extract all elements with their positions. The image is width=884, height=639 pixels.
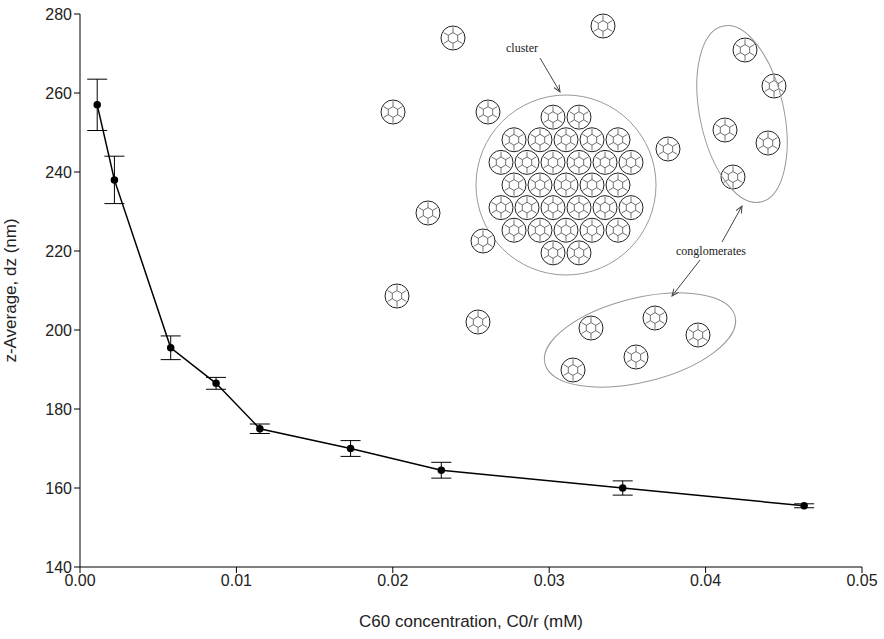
svg-text:0.04: 0.04 (690, 572, 721, 589)
svg-text:260: 260 (45, 85, 72, 102)
svg-text:280: 280 (45, 6, 72, 23)
svg-text:conglomerates: conglomerates (676, 244, 746, 258)
svg-text:240: 240 (45, 164, 72, 181)
svg-text:140: 140 (45, 559, 72, 576)
svg-text:0.00: 0.00 (64, 572, 96, 590)
svg-text:z-Average, dz (nm): z-Average, dz (nm) (1, 218, 20, 362)
svg-text:0.01: 0.01 (221, 572, 252, 589)
svg-text:180: 180 (45, 401, 72, 418)
svg-text:200: 200 (45, 322, 72, 339)
svg-text:160: 160 (45, 480, 72, 497)
svg-text:0.02: 0.02 (377, 572, 408, 589)
svg-text:C60 concentration, C0/r (mM): C60 concentration, C0/r (mM) (359, 612, 583, 631)
svg-text:220: 220 (45, 243, 72, 260)
svg-text:0.03: 0.03 (534, 572, 565, 589)
svg-text:0.05: 0.05 (846, 572, 877, 589)
svg-text:cluster: cluster (506, 41, 538, 55)
